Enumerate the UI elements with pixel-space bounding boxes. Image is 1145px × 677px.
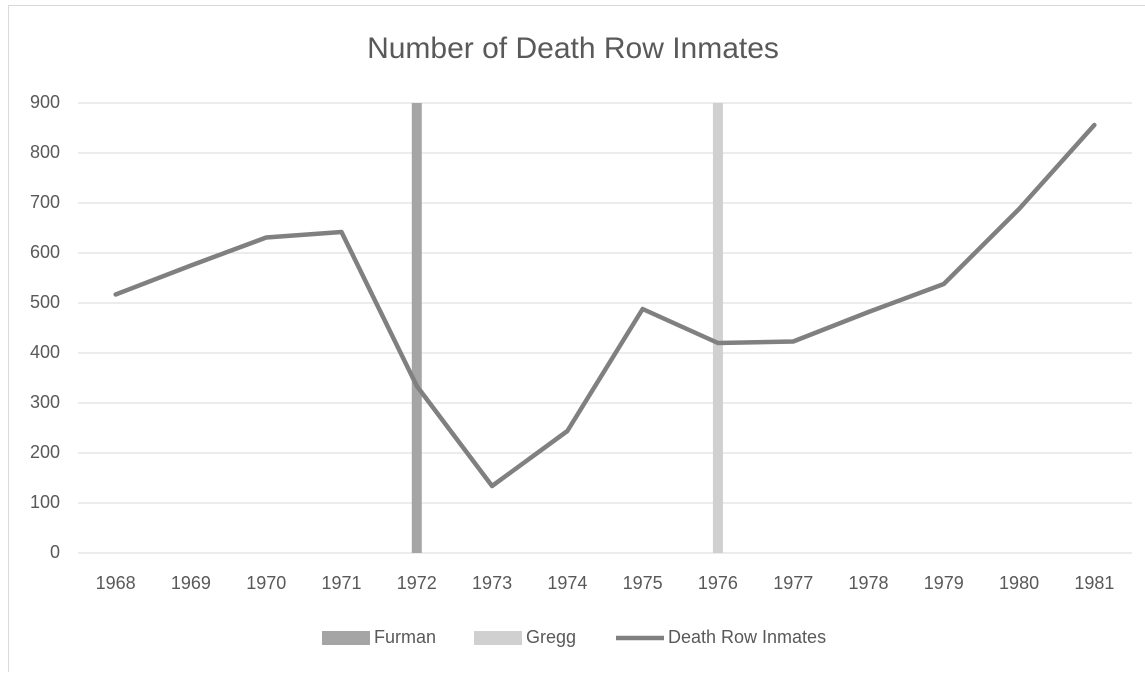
x-tick-label: 1969 — [171, 573, 211, 593]
y-tick-label: 200 — [30, 442, 60, 462]
x-tick-label: 1970 — [246, 573, 286, 593]
bar — [412, 103, 422, 553]
y-tick-label: 700 — [30, 192, 60, 212]
x-tick-label: 1980 — [999, 573, 1039, 593]
y-tick-label: 300 — [30, 392, 60, 412]
y-tick-label: 100 — [30, 492, 60, 512]
x-tick-label: 1975 — [623, 573, 663, 593]
legend-swatch — [474, 631, 522, 645]
legend-label: Furman — [374, 627, 436, 647]
y-tick-label: 0 — [50, 542, 60, 562]
x-tick-label: 1977 — [773, 573, 813, 593]
x-tick-label: 1981 — [1074, 573, 1114, 593]
x-tick-label: 1979 — [924, 573, 964, 593]
y-tick-label: 600 — [30, 242, 60, 262]
x-tick-label: 1968 — [96, 573, 136, 593]
x-tick-label: 1972 — [397, 573, 437, 593]
legend-swatch — [322, 631, 370, 645]
x-tick-label: 1971 — [321, 573, 361, 593]
legend-label: Death Row Inmates — [668, 627, 826, 647]
y-tick-label: 400 — [30, 342, 60, 362]
chart-title: Number of Death Row Inmates — [367, 32, 779, 65]
legend-label: Gregg — [526, 627, 576, 647]
y-tick-label: 500 — [30, 292, 60, 312]
x-tick-label: 1974 — [547, 573, 587, 593]
bar — [713, 103, 723, 553]
y-tick-label: 800 — [30, 142, 60, 162]
x-tick-label: 1976 — [698, 573, 738, 593]
y-tick-label: 900 — [30, 92, 60, 112]
x-tick-label: 1973 — [472, 573, 512, 593]
x-tick-label: 1978 — [848, 573, 888, 593]
